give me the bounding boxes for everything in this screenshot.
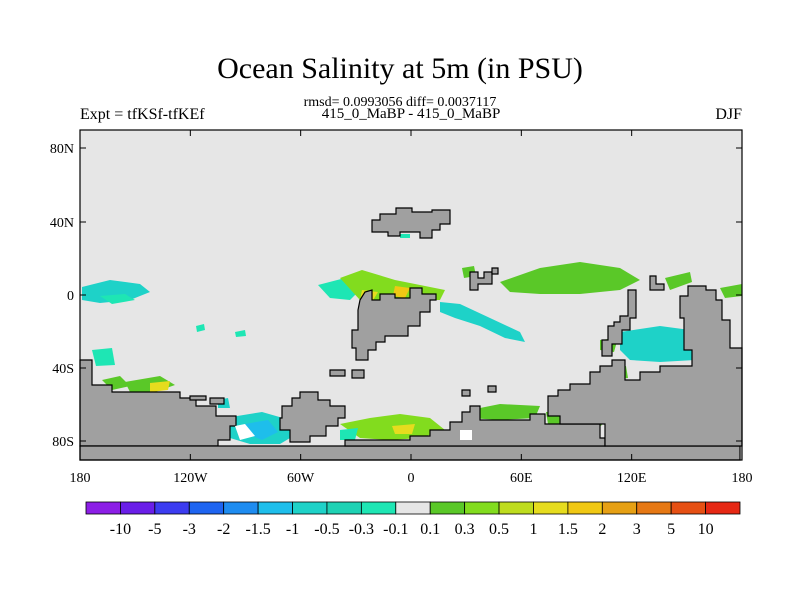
land-region [601,289,637,357]
y-tick-label: 80N [50,142,74,157]
axis-tick-labels: 180 120W 60W 0 60E 120E 180 80N 40N 0 40S 80S [50,142,753,486]
colorbar-swatch [85,501,121,515]
colorbar-swatch [120,501,156,515]
chart-title: Ocean Salinity at 5m (in PSU) [217,52,583,85]
season-label: DJF [715,106,742,123]
x-tick-label: 180 [732,471,753,486]
colorbar-swatch [601,501,638,515]
land-region [209,397,225,405]
colorbar-label: -2 [217,521,230,538]
x-tick-label: 60E [510,471,533,486]
y-tick-label: 80S [52,435,74,450]
colorbar-label: -5 [148,521,161,538]
colorbar-swatch [326,501,362,515]
colorbar-swatch [257,501,293,515]
colorbar-label: 0.5 [489,521,509,538]
chart-subtitle: rmsd= 0.0993056 diff= 0.0037117 [303,95,497,110]
colorbar-swatch [705,501,741,515]
anomaly-patch [470,404,540,420]
anomaly-patch [400,234,410,238]
axis-ticks [79,130,743,460]
colorbar-label: -0.3 [349,521,374,538]
colorbar-swatch [429,501,466,515]
anomaly-patch [196,324,205,332]
land-region [351,369,365,379]
colorbar-label: -1 [286,521,299,538]
x-tick-label: 120W [173,471,208,486]
colorbar-swatch [223,501,259,515]
land-region [189,395,207,401]
center-label: 415_0_MaBP - 415_0_MaBP [321,106,501,122]
anomaly-patch [620,326,695,362]
anomaly-patch [150,381,170,392]
colorbar-swatch [292,501,328,515]
colorbar-label: 10 [698,521,714,538]
colorbar-swatch [154,501,190,515]
anomaly-patch [393,286,410,298]
land-region [649,275,665,291]
land-region [371,207,451,239]
colorbar-swatch [533,501,569,515]
colorbar-swatch [395,501,431,515]
experiment-label: Expt = tfKSf-tfKEf [80,106,205,123]
anomaly-patch [392,424,415,434]
colorbar-swatch [636,501,672,515]
land-region [344,405,606,447]
land-region [79,359,237,447]
anomaly-patch [235,330,246,337]
colorbar-label: 0.1 [420,521,440,538]
colorbar-label: 2 [598,521,606,538]
colorbar-label: -0.1 [383,521,408,538]
anomaly-patch [82,280,150,303]
land-region [487,385,497,393]
colorbar-label: 1 [529,521,537,538]
salinity-anomaly-patches [82,234,742,444]
anomaly-patch [92,348,115,366]
colorbar-swatch [498,501,534,515]
colorbar-swatch [464,501,500,515]
y-tick-label: 40N [50,216,74,231]
zero-contour-area [460,430,472,440]
colorbar-label: 3 [633,521,641,538]
colorbar-label: -0.5 [314,521,339,538]
colorbar-swatch [360,501,397,515]
land-masks [79,207,743,461]
anomaly-patch [340,428,358,440]
land-region [279,391,346,443]
x-tick-label: 60W [287,471,315,486]
anomaly-patch [440,302,525,342]
land-region [351,287,437,361]
colorbar-swatch [670,501,706,515]
y-tick-label: 40S [52,362,74,377]
map-panel [79,129,743,461]
colorbar-label: 5 [667,521,675,538]
land-region [79,445,741,461]
zero-contour-area [235,424,255,440]
anomaly-patch [665,272,692,290]
colorbar-swatch [188,501,225,515]
x-tick-label: 0 [408,471,415,486]
colorbar-label: -3 [183,521,196,538]
colorbar-label: 1.5 [558,521,578,538]
colorbar-labels: -10 -5 -3 -2 -1.5 -1 -0.5 -0.3 -0.1 0.1 0.3 0.5 1 1.5… [110,521,714,538]
colorbar-swatch [567,501,603,515]
land-region [461,389,471,397]
land-region [491,267,499,275]
colorbar-label: 0.3 [455,521,475,538]
land-region [329,369,346,377]
x-tick-label: 120E [617,471,647,486]
anomaly-patch [500,262,640,294]
colorbar-label: -10 [110,521,131,538]
y-tick-label: 0 [67,289,74,304]
anomaly-patch [100,294,135,304]
colorbar [85,501,741,515]
colorbar-label: -1.5 [245,521,270,538]
x-tick-label: 180 [70,471,91,486]
